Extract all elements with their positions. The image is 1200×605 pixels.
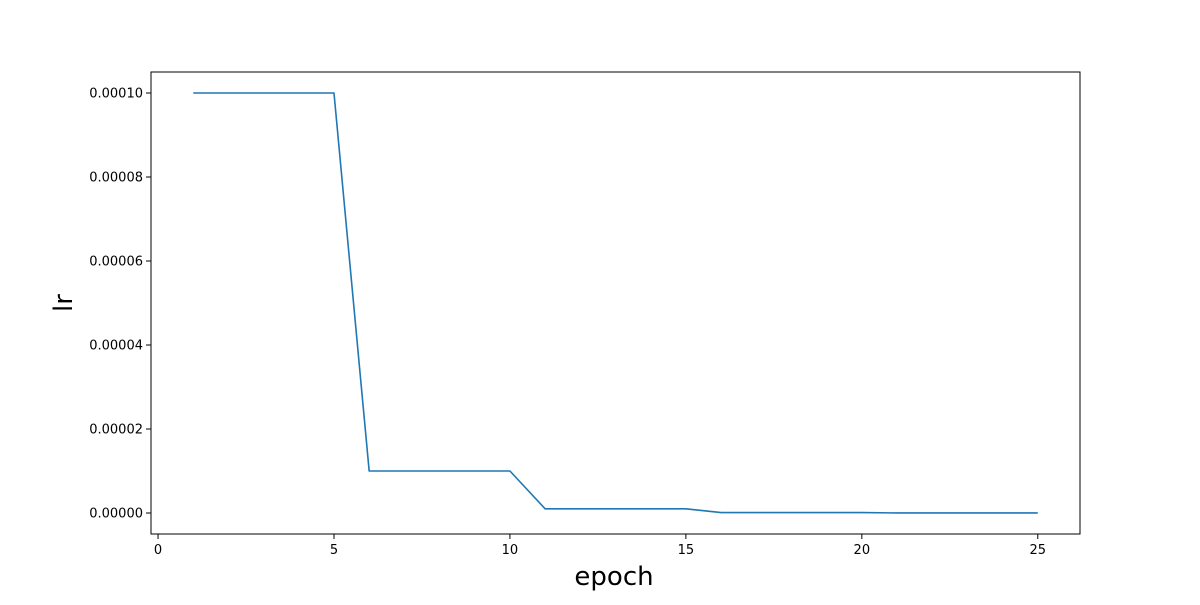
- plot-area: [150, 71, 1081, 535]
- x-tick-label: 0: [154, 543, 162, 558]
- x-axis-label: epoch: [574, 562, 653, 592]
- x-axis-ticks: 0 5 10 15 20 25: [154, 534, 1046, 558]
- x-tick-label: 5: [330, 543, 338, 558]
- y-tick-label: 0.00008: [89, 171, 143, 186]
- x-tick-label: 10: [502, 543, 519, 558]
- y-axis-ticks: 0.00000 0.00002 0.00004 0.00006 0.00008 0.000…: [89, 87, 151, 522]
- series-line-0: [193, 92, 1038, 514]
- y-axis-label: lr: [49, 294, 79, 312]
- x-tick-label: 15: [678, 543, 695, 558]
- x-tick-label: 25: [1029, 543, 1046, 558]
- plot-frame: [150, 71, 1081, 535]
- x-tick-label: 20: [854, 543, 871, 558]
- series-layer: [193, 92, 1038, 514]
- y-tick-label: 0.00000: [89, 507, 143, 522]
- y-tick-label: 0.00010: [89, 87, 143, 102]
- y-tick-label: 0.00006: [89, 255, 143, 270]
- y-tick-label: 0.00002: [89, 423, 143, 438]
- y-tick-label: 0.00004: [89, 339, 143, 354]
